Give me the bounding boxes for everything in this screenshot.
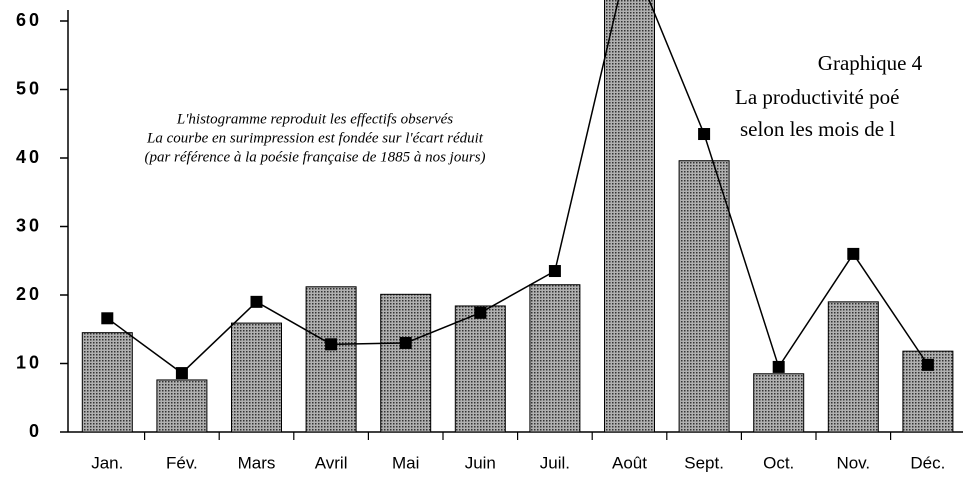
marker [772, 360, 785, 373]
y-tick-label: 30 [16, 215, 42, 235]
annotation: L'histogramme reproduit les effectifs ob… [176, 111, 453, 127]
bar [827, 301, 879, 433]
bar [380, 293, 432, 433]
marker [548, 265, 561, 278]
x-tick-label: Oct. [763, 453, 794, 472]
annotation: (par référence à la poésie française de … [144, 149, 485, 165]
x-tick-label: Jan. [91, 453, 123, 472]
x-tick-label: Déc. [910, 453, 945, 472]
x-tick-label: Nov. [836, 453, 870, 472]
marker [474, 306, 487, 319]
x-tick-label: Août [612, 453, 647, 472]
bar [753, 373, 805, 433]
x-tick-label: Juil. [540, 453, 570, 472]
x-tick-label: Mai [392, 453, 419, 472]
y-tick-label: 10 [16, 352, 42, 372]
y-tick-label: 0 [29, 421, 42, 441]
x-tick-label: Mars [238, 453, 276, 472]
bar [81, 332, 133, 433]
y-tick-label: 20 [16, 284, 42, 304]
chart-title: Graphique 4 [818, 51, 923, 75]
chart-subtitle: selon les mois de l [740, 117, 895, 141]
x-tick-label: Sept. [684, 453, 724, 472]
marker [399, 336, 412, 349]
y-tick-label: 50 [16, 78, 42, 98]
marker [175, 367, 188, 380]
bar [604, 0, 655, 433]
marker [250, 295, 263, 308]
marker [847, 247, 860, 260]
annotation: La courbe en surimpression est fondée su… [146, 130, 484, 146]
bar [678, 160, 730, 433]
marker [101, 312, 114, 325]
marker [921, 358, 934, 371]
bar [231, 322, 282, 433]
x-tick-label: Fév. [166, 453, 198, 472]
y-tick-label: 60 [16, 10, 42, 30]
chart-subtitle: La productivité poé [735, 85, 899, 109]
marker [325, 338, 338, 351]
line [106, 0, 929, 375]
bar [305, 286, 357, 433]
bar [156, 379, 208, 433]
bar [454, 305, 506, 433]
x-tick-label: Avril [315, 453, 348, 472]
x-tick-label: Juin [465, 453, 496, 472]
y-tick-label: 40 [16, 147, 42, 167]
marker [698, 128, 711, 141]
bar [529, 284, 581, 433]
